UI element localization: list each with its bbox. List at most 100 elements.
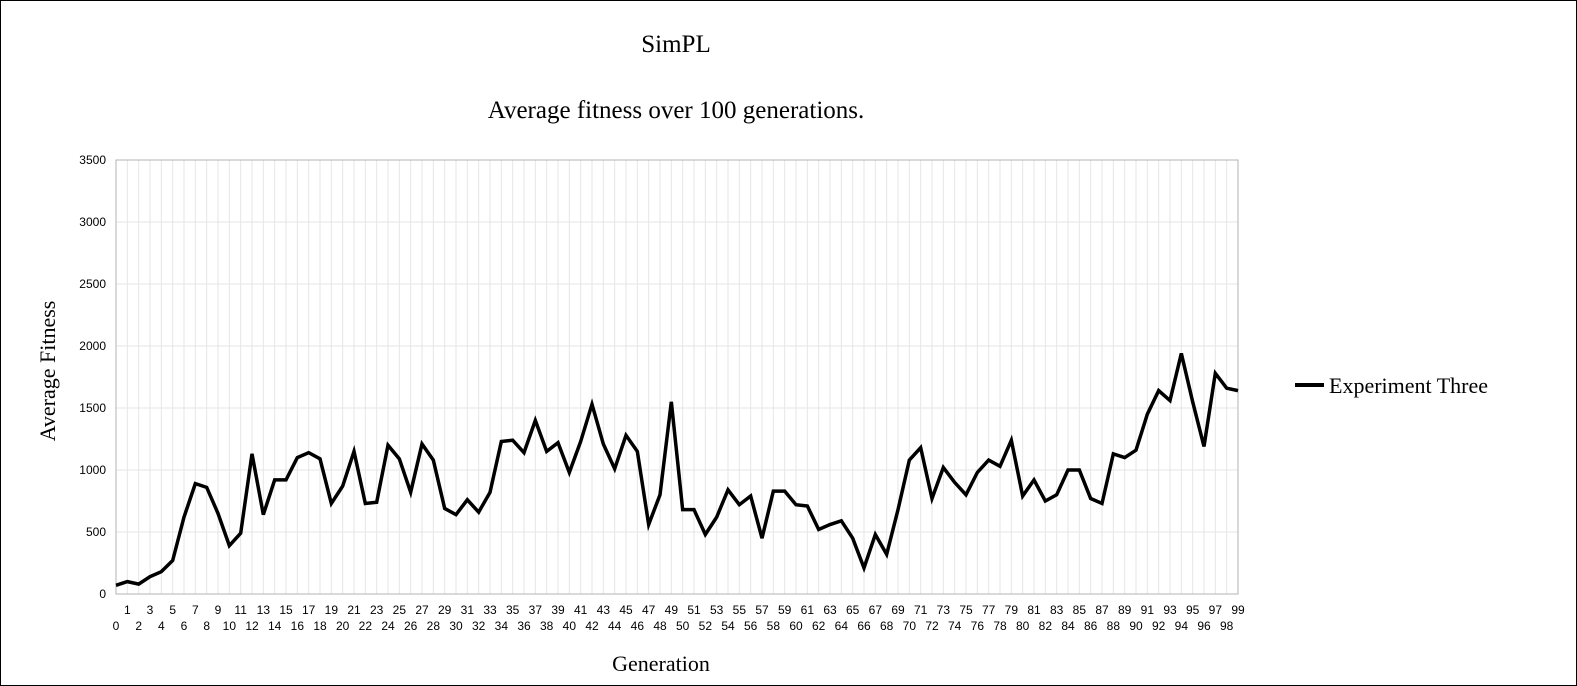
x-tick-label: 91: [1141, 603, 1155, 617]
x-tick-label: 56: [744, 619, 758, 633]
x-tick-label: 96: [1197, 619, 1211, 633]
x-tick-label: 83: [1050, 603, 1064, 617]
x-tick-label: 53: [710, 603, 724, 617]
x-tick-label: 54: [721, 619, 735, 633]
x-tick-label: 21: [347, 603, 361, 617]
grid-lines: [115, 159, 1239, 595]
x-tick-label: 72: [925, 619, 939, 633]
x-tick-label: 87: [1095, 603, 1109, 617]
x-tick-label: 71: [914, 603, 928, 617]
y-tick-label: 2000: [79, 339, 106, 353]
x-tick-label: 52: [699, 619, 713, 633]
x-tick-label: 41: [574, 603, 588, 617]
x-tick-label: 12: [245, 619, 259, 633]
x-tick-label: 94: [1175, 619, 1189, 633]
legend-label: Experiment Three: [1329, 373, 1488, 398]
x-tick-label: 50: [676, 619, 690, 633]
x-tick-label: 14: [268, 619, 282, 633]
x-tick-label: 79: [1005, 603, 1019, 617]
y-axis-label: Average Fitness: [35, 301, 60, 442]
x-tick-label: 92: [1152, 619, 1166, 633]
x-tick-label: 80: [1016, 619, 1030, 633]
x-tick-label: 89: [1118, 603, 1132, 617]
x-tick-label: 20: [336, 619, 350, 633]
x-tick-label: 37: [529, 603, 543, 617]
x-tick-label: 27: [415, 603, 429, 617]
x-tick-label: 17: [302, 603, 316, 617]
series-line: [115, 353, 1239, 587]
x-tick-label: 57: [755, 603, 769, 617]
x-tick-label: 25: [393, 603, 407, 617]
series-layer: [115, 353, 1239, 587]
x-tick-label: 8: [203, 619, 210, 633]
x-tick-label: 43: [597, 603, 611, 617]
x-tick-label: 10: [223, 619, 237, 633]
x-tick-label: 38: [540, 619, 554, 633]
x-tick-label: 4: [158, 619, 165, 633]
y-tick-label: 500: [86, 525, 106, 539]
x-tick-label: 30: [449, 619, 463, 633]
y-axis-ticks: 0 500 1000 1500 2000 2500 3000 3500: [79, 153, 106, 601]
x-tick-label: 55: [733, 603, 747, 617]
x-tick-label: 18: [313, 619, 327, 633]
y-tick-label: 2500: [79, 277, 106, 291]
x-tick-label: 73: [937, 603, 951, 617]
x-tick-label: 31: [461, 603, 475, 617]
chart-subtitle: Average fitness over 100 generations.: [487, 97, 865, 124]
x-tick-label: 97: [1209, 603, 1223, 617]
x-tick-label: 77: [982, 603, 996, 617]
x-tick-label: 68: [880, 619, 894, 633]
x-tick-label: 82: [1039, 619, 1053, 633]
x-tick-label: 95: [1186, 603, 1200, 617]
x-tick-label: 47: [642, 603, 656, 617]
y-tick-label: 0: [99, 587, 106, 601]
x-tick-label: 61: [801, 603, 815, 617]
x-tick-label: 39: [551, 603, 565, 617]
x-tick-label: 42: [585, 619, 599, 633]
x-tick-label: 45: [619, 603, 633, 617]
x-tick-label: 85: [1073, 603, 1087, 617]
x-tick-label: 51: [687, 603, 701, 617]
x-tick-label: 99: [1231, 603, 1245, 617]
x-tick-label: 65: [846, 603, 860, 617]
x-tick-label: 86: [1084, 619, 1098, 633]
x-tick-label: 19: [325, 603, 339, 617]
x-tick-label: 32: [472, 619, 486, 633]
x-tick-label: 66: [857, 619, 871, 633]
y-tick-label: 1000: [79, 463, 106, 477]
x-tick-label: 11: [234, 603, 247, 617]
x-tick-label: 74: [948, 619, 962, 633]
x-tick-label: 0: [113, 619, 120, 633]
plot-border: [115, 159, 1239, 595]
x-tick-label: 67: [869, 603, 883, 617]
y-tick-label: 3000: [79, 215, 106, 229]
x-tick-label: 33: [483, 603, 497, 617]
x-tick-label: 75: [959, 603, 973, 617]
x-tick-label: 13: [257, 603, 271, 617]
x-tick-label: 84: [1061, 619, 1075, 633]
x-tick-label: 6: [181, 619, 188, 633]
x-tick-label: 2: [135, 619, 142, 633]
x-tick-label: 26: [404, 619, 418, 633]
x-tick-label: 46: [631, 619, 645, 633]
x-tick-label: 88: [1107, 619, 1121, 633]
x-tick-label: 62: [812, 619, 826, 633]
chart-title: SimPL: [641, 31, 711, 58]
y-tick-label: 1500: [79, 401, 106, 415]
x-tick-label: 29: [438, 603, 452, 617]
x-tick-label: 9: [215, 603, 222, 617]
x-tick-label: 76: [971, 619, 985, 633]
x-tick-label: 64: [835, 619, 849, 633]
x-tick-label: 40: [563, 619, 577, 633]
x-tick-label: 81: [1027, 603, 1041, 617]
x-tick-label: 15: [279, 603, 293, 617]
x-tick-label: 60: [789, 619, 803, 633]
legend: Experiment Three: [1295, 373, 1488, 398]
x-tick-label: 28: [427, 619, 441, 633]
x-tick-label: 44: [608, 619, 622, 633]
x-tick-label: 48: [653, 619, 667, 633]
x-tick-label: 22: [359, 619, 373, 633]
x-axis-ticks: 0123456789101112131415161718192021222324…: [113, 603, 1245, 633]
